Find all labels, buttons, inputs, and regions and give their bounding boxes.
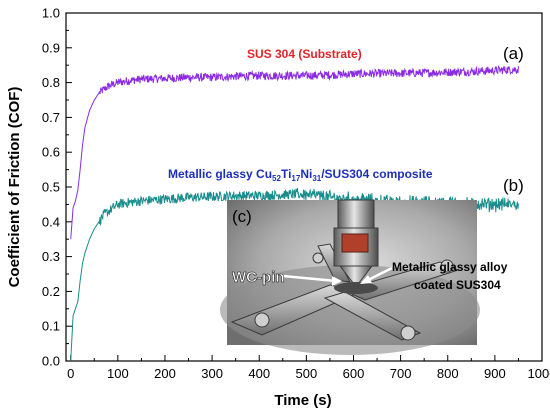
panel-label-b: (b) — [503, 176, 524, 195]
y-tick-label: 0.5 — [42, 180, 60, 195]
y-tick-label: 0.3 — [42, 249, 60, 264]
series-b-label: Metallic glassy Cu52Ti17Ni31/SUS304 comp… — [168, 167, 433, 183]
x-tick-label: 0 — [67, 366, 74, 381]
y-tick-label: 0.9 — [42, 40, 60, 55]
series-line-sus304 — [70, 65, 519, 240]
x-tick-label: 700 — [390, 366, 412, 381]
x-tick-label: 900 — [484, 366, 506, 381]
x-tick-label: 200 — [154, 366, 176, 381]
y-tick-label: 0.6 — [42, 145, 60, 160]
y-tick-label: 0.7 — [42, 110, 60, 125]
wc-pin-label: WC-pin — [232, 269, 284, 286]
coating-label-line1: Metallic glassy alloy — [392, 260, 508, 274]
inset-photo: (c) WC-pin Metallic glassy alloy coated … — [220, 199, 508, 355]
x-axis-title: Time (s) — [274, 392, 331, 409]
y-axis: 0.0 0.1 0.2 0.3 0.4 0.5 0.6 0.7 0.8 0.9 1.0 — [42, 6, 72, 369]
y-tick-label: 0.8 — [42, 75, 60, 90]
panel-label-c: (c) — [232, 207, 252, 226]
x-tick-label: 100 — [107, 366, 129, 381]
x-tick-label: 500 — [296, 366, 318, 381]
x-tick-label: 800 — [437, 366, 459, 381]
series-a-label: SUS 304 (Substrate) — [247, 47, 362, 61]
panel-label-a: (a) — [503, 44, 524, 63]
x-tick-label: 400 — [248, 366, 270, 381]
y-axis-title: Coefficient of Friction (COF) — [6, 87, 23, 288]
y-tick-label: 0.2 — [42, 284, 60, 299]
y-tick-label: 0.4 — [42, 214, 60, 229]
y-tick-label: 1.0 — [42, 6, 60, 21]
x-tick-label: 300 — [201, 366, 223, 381]
coating-label-line2: coated SUS304 — [414, 278, 501, 292]
y-tick-label: 0.1 — [42, 319, 60, 334]
y-tick-label: 0.0 — [42, 354, 60, 369]
x-tick-label: 600 — [343, 366, 365, 381]
